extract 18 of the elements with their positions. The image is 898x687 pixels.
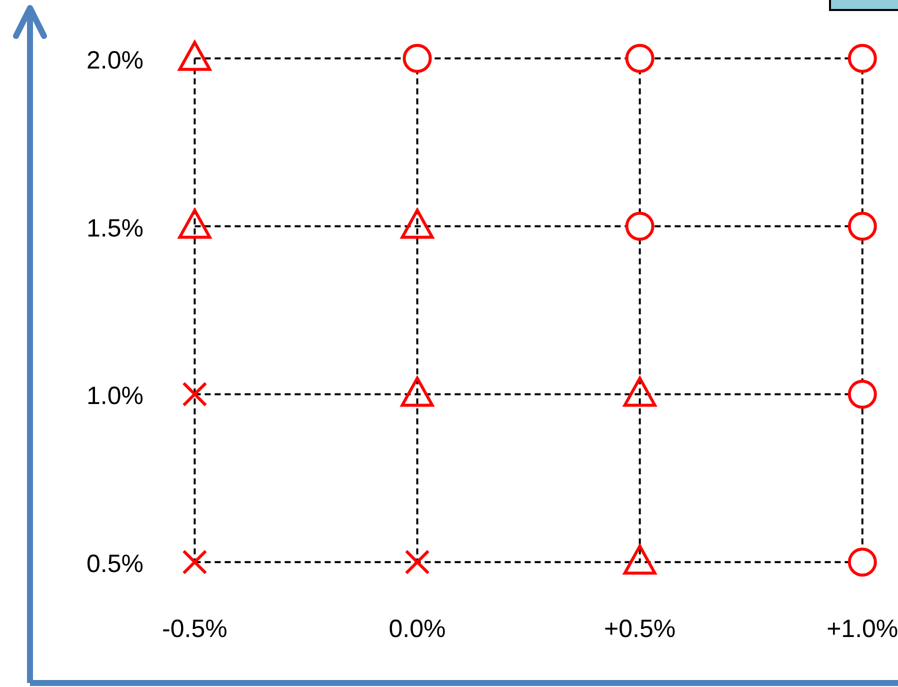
point <box>625 44 654 73</box>
y-tick-label: 1.0% <box>86 382 144 410</box>
point <box>625 212 654 241</box>
x-tick-label: +0.5% <box>604 615 676 644</box>
point <box>404 550 430 575</box>
y-tick-label: 2.0% <box>86 46 144 74</box>
x-tick-label: -0.5% <box>162 615 228 644</box>
point <box>848 44 877 73</box>
x-tick-label: 0.0% <box>388 615 446 644</box>
x-tick-label: +1.0% <box>826 615 898 644</box>
point <box>848 380 877 409</box>
point <box>402 44 432 73</box>
point <box>848 212 877 241</box>
y-tick-label: 0.5% <box>86 550 144 578</box>
y-tick-label: 1.5% <box>86 214 144 242</box>
point <box>848 548 877 577</box>
point <box>182 382 208 407</box>
point <box>182 550 208 575</box>
